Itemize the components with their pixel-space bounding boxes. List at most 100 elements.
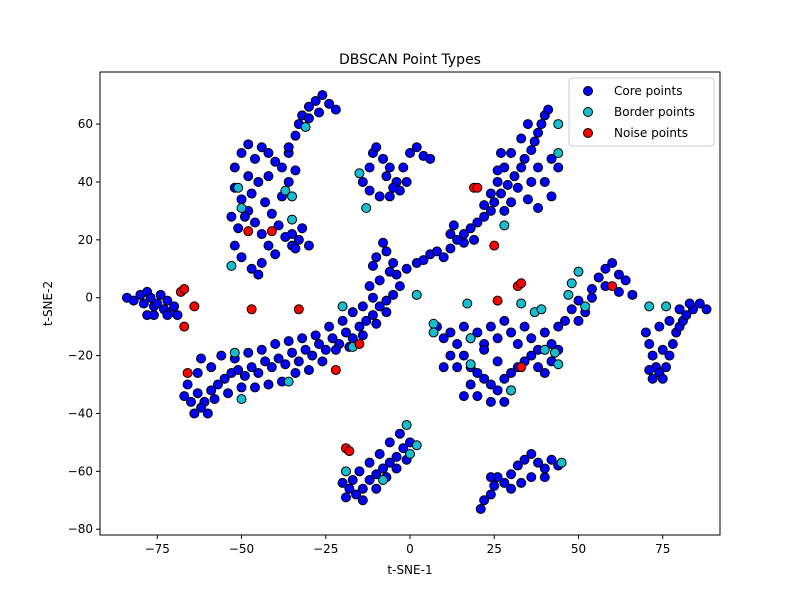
data-point bbox=[553, 119, 564, 130]
data-point bbox=[378, 463, 389, 474]
data-point bbox=[485, 396, 496, 407]
data-point bbox=[469, 234, 480, 245]
data-point bbox=[539, 176, 550, 187]
data-point bbox=[142, 310, 153, 321]
data-point bbox=[212, 379, 223, 390]
data-point bbox=[539, 344, 550, 355]
data-point bbox=[293, 356, 304, 367]
data-point bbox=[563, 289, 574, 300]
data-point bbox=[516, 278, 527, 289]
data-point bbox=[364, 475, 375, 486]
data-point bbox=[536, 119, 547, 130]
data-point bbox=[243, 139, 254, 150]
data-point bbox=[297, 333, 308, 344]
data-point bbox=[357, 330, 368, 341]
data-point bbox=[384, 191, 395, 202]
data-point bbox=[233, 365, 244, 376]
data-point bbox=[516, 298, 527, 309]
data-point bbox=[701, 304, 712, 315]
x-tick-label: −75 bbox=[145, 542, 170, 556]
data-point bbox=[472, 217, 483, 228]
data-point bbox=[266, 226, 277, 237]
data-point bbox=[192, 388, 203, 399]
data-point bbox=[388, 289, 399, 300]
data-point bbox=[657, 344, 668, 355]
data-point bbox=[303, 113, 314, 124]
data-point bbox=[357, 483, 368, 494]
data-point bbox=[364, 185, 375, 196]
data-point bbox=[324, 98, 335, 109]
data-point bbox=[526, 472, 537, 483]
data-point bbox=[256, 142, 267, 153]
data-point bbox=[458, 237, 469, 248]
data-point bbox=[425, 153, 436, 164]
data-point bbox=[236, 382, 247, 393]
plot-area bbox=[121, 90, 712, 514]
data-point bbox=[644, 339, 655, 350]
data-point bbox=[229, 347, 240, 358]
data-point bbox=[694, 298, 705, 309]
data-point bbox=[465, 359, 476, 370]
data-point bbox=[533, 457, 544, 468]
data-point bbox=[320, 344, 331, 355]
data-point bbox=[445, 327, 456, 338]
data-point bbox=[479, 344, 490, 355]
data-point bbox=[357, 176, 368, 187]
legend-frame bbox=[568, 77, 715, 147]
data-point bbox=[553, 321, 564, 332]
data-point bbox=[479, 373, 490, 384]
data-point bbox=[627, 289, 638, 300]
data-point bbox=[266, 208, 277, 219]
data-point bbox=[182, 367, 193, 378]
data-point bbox=[661, 301, 672, 312]
data-point bbox=[189, 301, 200, 312]
data-point bbox=[405, 148, 415, 159]
data-point bbox=[337, 301, 348, 312]
data-point bbox=[310, 95, 321, 106]
data-point bbox=[664, 350, 675, 361]
data-point bbox=[273, 220, 284, 231]
data-point bbox=[280, 185, 291, 196]
data-point bbox=[519, 454, 530, 465]
data-point bbox=[465, 223, 476, 234]
data-point bbox=[229, 162, 240, 173]
legend-marker bbox=[583, 128, 593, 138]
data-point bbox=[384, 457, 395, 468]
data-point bbox=[270, 249, 281, 260]
data-point bbox=[290, 367, 301, 378]
data-point bbox=[485, 472, 496, 483]
data-point bbox=[361, 315, 372, 326]
data-point bbox=[593, 272, 604, 283]
data-point bbox=[223, 388, 234, 399]
data-point bbox=[169, 301, 180, 312]
data-point bbox=[303, 101, 314, 112]
data-point bbox=[236, 252, 247, 263]
data-point bbox=[475, 503, 486, 514]
data-point bbox=[553, 162, 564, 173]
data-point bbox=[378, 475, 389, 486]
data-point bbox=[172, 310, 183, 321]
data-point bbox=[263, 379, 274, 390]
data-point bbox=[344, 483, 355, 494]
data-point bbox=[546, 191, 557, 202]
data-point bbox=[654, 321, 665, 332]
data-point bbox=[236, 148, 247, 159]
data-point bbox=[502, 179, 513, 190]
data-point bbox=[179, 284, 190, 295]
data-point bbox=[438, 252, 449, 263]
data-point bbox=[566, 278, 577, 289]
data-point bbox=[647, 373, 658, 384]
data-point bbox=[411, 440, 422, 451]
series-border-points bbox=[226, 119, 672, 486]
data-point bbox=[243, 347, 254, 358]
data-point bbox=[239, 211, 250, 222]
data-point bbox=[179, 391, 190, 402]
data-point bbox=[128, 295, 139, 306]
legend-marker bbox=[583, 86, 593, 96]
data-point bbox=[354, 466, 365, 477]
data-point bbox=[516, 477, 527, 488]
data-point bbox=[378, 153, 389, 164]
data-point bbox=[317, 90, 328, 101]
data-point bbox=[371, 142, 382, 153]
